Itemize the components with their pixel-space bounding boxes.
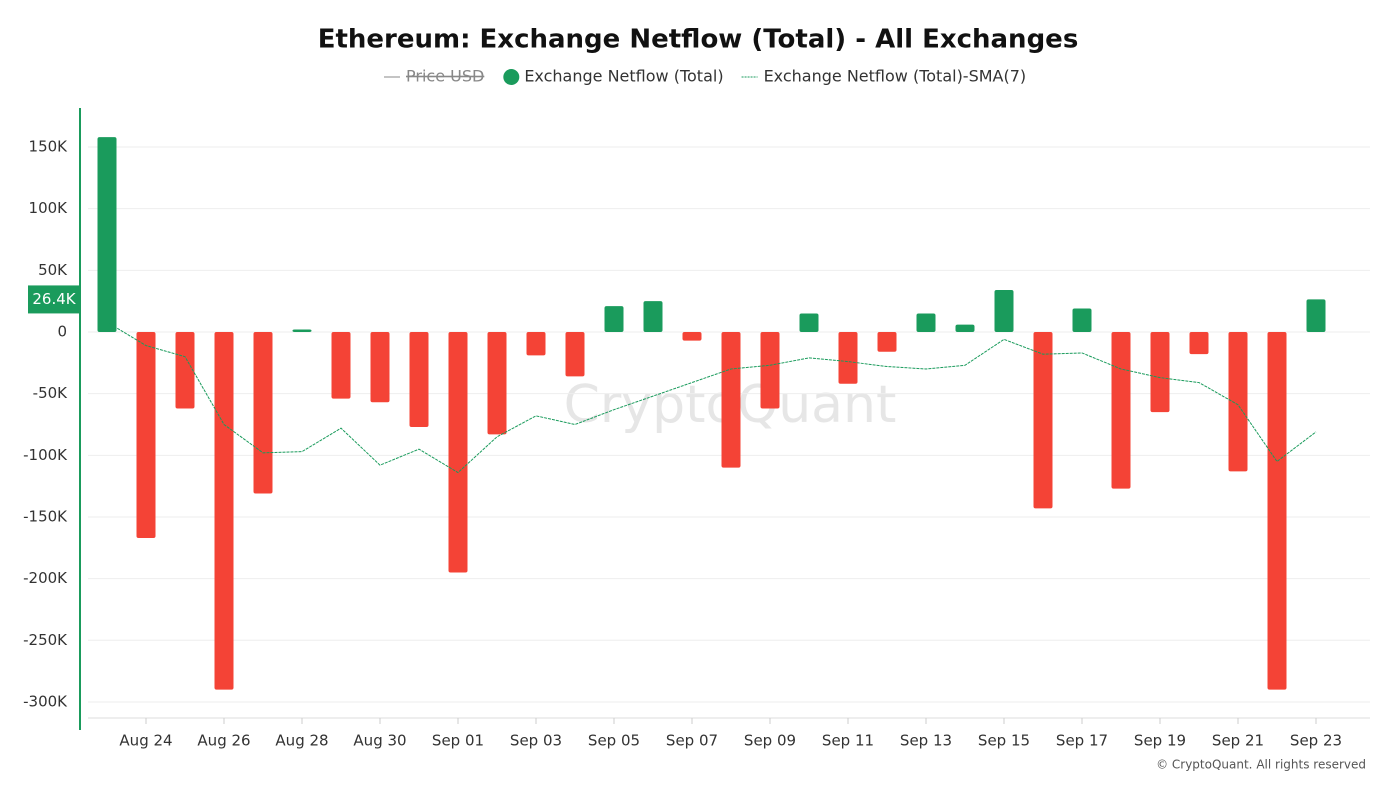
y-tick-label: -50K: [33, 384, 68, 402]
bar: [253, 331, 273, 494]
legend: Price USD Exchange Netflow (Total) Exchang…: [384, 67, 1026, 86]
y-tick-label: -200K: [23, 569, 68, 587]
bar: [487, 331, 507, 435]
y-tick-label: 100K: [29, 199, 69, 217]
bar: [1072, 308, 1092, 332]
x-tick-label: Aug 28: [275, 732, 328, 750]
x-tick-label: Sep 07: [666, 732, 718, 750]
bar: [175, 331, 195, 409]
x-tick-label: Sep 19: [1134, 732, 1186, 750]
bar: [994, 290, 1014, 332]
x-tick-label: Sep 01: [432, 732, 484, 750]
legend-label[interactable]: Exchange Netflow (Total)-SMA(7): [764, 67, 1027, 86]
legend-label[interactable]: Price USD: [406, 67, 484, 86]
y-tick-label: -250K: [23, 631, 68, 649]
bar: [526, 331, 546, 356]
x-tick-label: Sep 23: [1290, 732, 1342, 750]
bar: [331, 331, 351, 399]
bar: [721, 331, 741, 468]
footer: © CryptoQuant. All rights reserved: [1156, 758, 1366, 772]
x-tick-label: Aug 24: [119, 732, 172, 750]
current-value-label: 26.4K: [32, 290, 76, 308]
bar: [955, 324, 975, 332]
bar: [760, 331, 780, 409]
bar: [1111, 331, 1131, 489]
x-tick-label: Sep 13: [900, 732, 952, 750]
x-tick-label: Aug 26: [197, 732, 250, 750]
bar: [565, 331, 585, 377]
bar: [838, 331, 858, 384]
x-tick-label: Sep 05: [588, 732, 640, 750]
bar: [1033, 331, 1053, 509]
x-tick-label: Sep 17: [1056, 732, 1108, 750]
bar: [97, 137, 117, 332]
bar: [682, 331, 702, 341]
bar: [1189, 331, 1209, 355]
y-tick-label: 150K: [29, 137, 69, 155]
x-tick-label: Sep 03: [510, 732, 562, 750]
y-tick-label: -300K: [23, 692, 68, 710]
bar: [214, 331, 234, 690]
bar: [1228, 331, 1248, 472]
bar: [292, 329, 312, 332]
bar: [448, 331, 468, 573]
bar: [1267, 331, 1287, 690]
y-tick-label: -100K: [23, 446, 68, 464]
bar: [409, 331, 429, 427]
bar: [1150, 331, 1170, 413]
x-tick-label: Sep 09: [744, 732, 796, 750]
x-tick-label: Sep 15: [978, 732, 1030, 750]
legend-swatch: [503, 69, 520, 85]
legend-label[interactable]: Exchange Netflow (Total): [524, 67, 723, 86]
bar: [1306, 299, 1326, 332]
y-tick-label: -150K: [23, 507, 68, 525]
y-tick-label: 50K: [38, 261, 68, 279]
x-tick-label: Sep 11: [822, 732, 874, 750]
chart-title: Ethereum: Exchange Netflow (Total) - All…: [318, 25, 1079, 55]
bar: [799, 313, 819, 332]
bar: [136, 331, 156, 538]
bar: [370, 331, 390, 403]
x-tick-label: Sep 21: [1212, 732, 1264, 750]
sma-line: [106, 321, 1317, 474]
x-tick-label: Aug 30: [353, 732, 406, 750]
current-value-box: [28, 285, 80, 314]
bar: [877, 331, 897, 352]
bar: [643, 301, 663, 332]
bar: [604, 306, 624, 332]
bar: [916, 313, 936, 332]
y-tick-label: 0: [57, 322, 67, 340]
